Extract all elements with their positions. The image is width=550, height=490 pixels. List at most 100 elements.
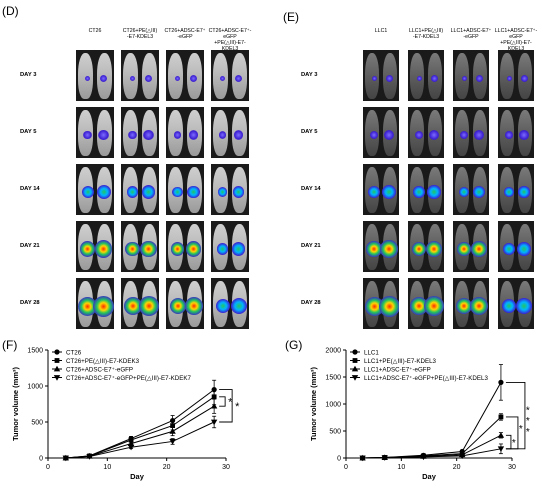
tumor-signal	[516, 298, 532, 315]
tumor-signal	[503, 243, 515, 255]
tumor-signal	[184, 297, 203, 316]
tumor-signal	[98, 129, 109, 141]
data-point-square	[352, 358, 358, 363]
day-label: DAY 28	[20, 299, 40, 306]
series-line	[65, 389, 215, 459]
y-tick-label: 500	[329, 429, 341, 436]
bioluminescence-image	[166, 164, 204, 215]
tumor-signal	[230, 298, 247, 315]
day-label: DAY 3	[20, 71, 37, 78]
tumor-signal	[138, 296, 159, 317]
tumor-signal	[125, 241, 140, 257]
bioluminescence-image	[498, 164, 534, 215]
tumor-signal	[414, 130, 424, 140]
tumor-signal	[517, 242, 531, 256]
tumor-signal	[427, 185, 441, 199]
tumor-signal	[140, 240, 157, 258]
legend-entry: LLC1+ADSC-E7⁺-eGFP	[364, 367, 431, 374]
x-tick-label: 20	[453, 464, 461, 471]
tumor-signal	[170, 242, 185, 256]
bioluminescence-image	[76, 107, 114, 158]
tumor-signal	[232, 186, 245, 198]
tumor-signal	[382, 185, 396, 200]
column-header: CT26+ADSC-E7⁺-eGFP +PE(△III)-E7-KDEL3	[208, 28, 252, 52]
tumor-signal	[385, 74, 393, 82]
day-label: DAY 5	[20, 128, 37, 135]
data-point-triangle-up	[127, 440, 135, 446]
tumor-signal	[424, 296, 444, 317]
bioluminescence-image	[121, 164, 159, 215]
tumor-signal	[231, 242, 246, 256]
legend-entry: CT26+PE(△III)-E7-KDEK3	[66, 358, 140, 365]
tumor-signal	[472, 185, 486, 199]
tumor-signal	[425, 240, 443, 258]
bioluminescence-image	[363, 221, 399, 272]
bioluminescence-image	[408, 221, 444, 272]
tumor-signal	[81, 186, 94, 199]
bioluminescence-image	[453, 278, 489, 329]
tumor-signal	[141, 185, 156, 199]
y-tick-label: 1500	[27, 348, 43, 355]
tumor-signal	[456, 298, 472, 315]
imaging-grid-e: LLC1 LLC1+PE(△III) -E7-KDEL3 LLC1+ADSC-E7⁺…	[295, 28, 545, 338]
tumor-signal	[471, 241, 487, 257]
data-point-triangle-down	[127, 444, 135, 451]
bioluminescence-image	[363, 107, 399, 158]
tumor-signal	[364, 296, 384, 316]
y-tick-label: 0	[39, 456, 43, 463]
bioluminescence-image	[211, 221, 249, 272]
data-point-square	[211, 394, 217, 400]
data-point-triangle-down	[53, 375, 61, 381]
data-point-square	[170, 423, 175, 428]
bioluminescence-image	[498, 50, 534, 101]
data-point-square	[128, 437, 134, 443]
y-tick-label: 500	[31, 420, 43, 427]
tumor-signal	[416, 75, 422, 81]
tumor-signal	[504, 187, 514, 197]
imaging-grid-d: CT26 CT26+PE(△III) -E7-KDEL3 CT26+ADSC-E7⁺…	[14, 28, 254, 338]
data-point-circle	[170, 417, 176, 424]
tumor-signal	[505, 131, 513, 139]
legend-entry: LLC1+ADSC-E7⁺-eGFP+PE(△III)-E7-KDEL3	[364, 375, 488, 382]
panel-label-e: (E)	[283, 10, 299, 24]
legend-entry: LLC1+PE(△III)-E7-KDEL3	[364, 358, 437, 365]
bioluminescence-image	[76, 50, 114, 101]
tumor-signal	[461, 75, 467, 81]
bioluminescence-image	[498, 221, 534, 272]
bioluminescence-image	[453, 107, 489, 158]
bioluminescence-image	[211, 164, 249, 215]
tumor-signal	[185, 241, 202, 257]
tumor-signal	[383, 129, 395, 141]
bioluminescence-image	[76, 221, 114, 272]
tumor-signal	[502, 299, 516, 314]
tumor-signal	[96, 185, 111, 200]
y-tick-label: 1000	[325, 402, 341, 409]
tumor-signal	[188, 130, 199, 140]
tumor-signal	[143, 129, 154, 141]
data-point-triangle-down	[86, 454, 93, 460]
bioluminescence-image	[408, 278, 444, 329]
bioluminescence-image	[453, 164, 489, 215]
tumor-signal	[217, 187, 228, 197]
tumor-signal	[474, 130, 484, 140]
significance-mark: *	[235, 401, 240, 413]
data-point-triangle-down	[169, 439, 176, 445]
tumor-signal	[430, 74, 438, 82]
data-point-triangle-down	[351, 375, 359, 381]
data-point-triangle-down	[381, 455, 388, 461]
data-point-triangle-down	[497, 446, 505, 453]
data-point-triangle-up	[169, 428, 176, 434]
bioluminescence-image	[408, 107, 444, 158]
tumor-signal	[519, 130, 529, 140]
bioluminescence-image	[363, 164, 399, 215]
tumor-volume-chart-g: 0 500 1000 1500 2000 0 10 20 30 Day Tumor volume (…	[309, 348, 530, 482]
tumor-signal	[172, 186, 183, 198]
legend-entry: CT26+ADSC-E7⁺-eGFP+PE(△III)-E7-KDEK7	[66, 375, 191, 382]
data-point-circle	[498, 379, 504, 385]
tumor-signal	[518, 186, 530, 198]
data-point-triangle-down	[420, 454, 427, 461]
significance-mark: *	[526, 427, 530, 438]
tumor-signal	[369, 130, 379, 140]
data-point-circle	[352, 349, 358, 355]
significance-bracket	[219, 396, 226, 407]
